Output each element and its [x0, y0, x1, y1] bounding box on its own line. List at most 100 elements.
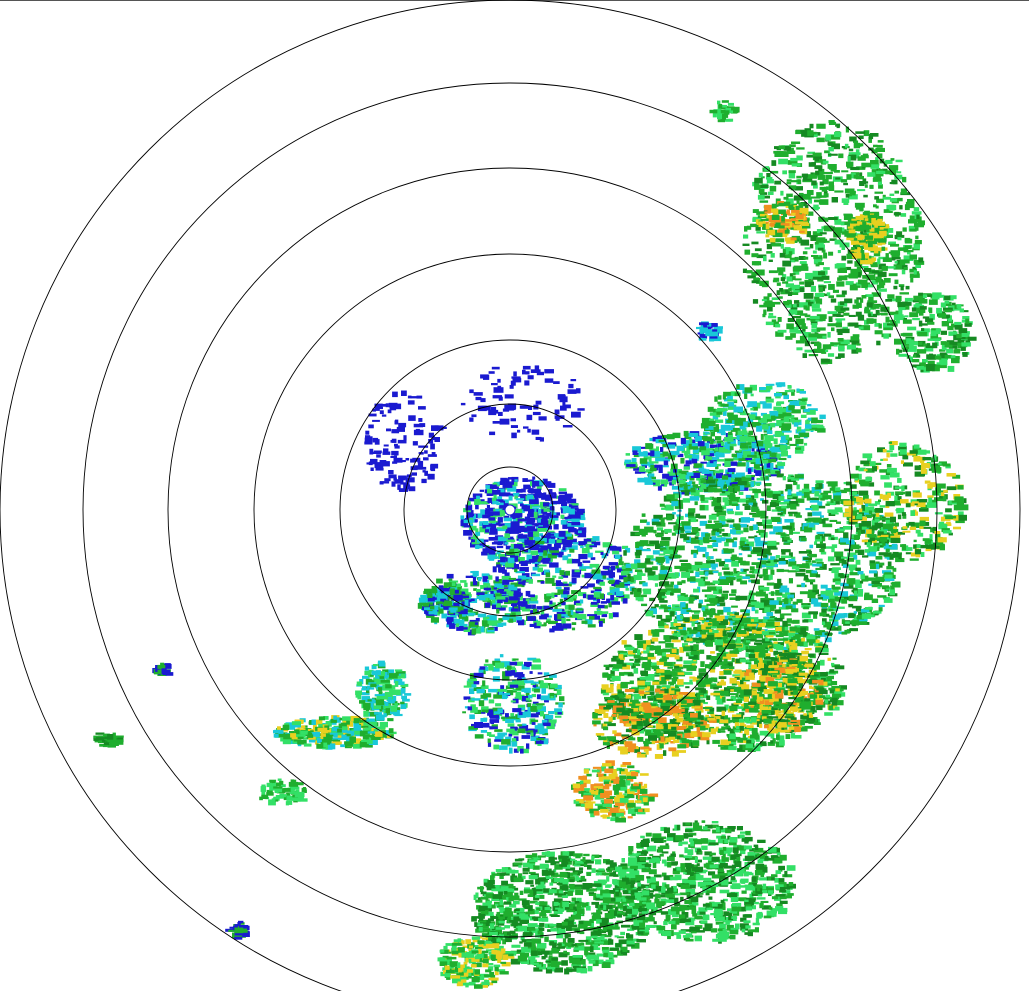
- echo-gate: [791, 649, 798, 653]
- echo-gate: [536, 606, 546, 610]
- echo-gate: [745, 609, 751, 614]
- echo-gate: [564, 604, 569, 610]
- echo-gate: [528, 578, 533, 584]
- echo-gate: [620, 750, 628, 755]
- echo-gate: [606, 816, 610, 819]
- echo-gate: [553, 512, 560, 516]
- echo-gate: [681, 521, 691, 525]
- echo-gate: [519, 527, 527, 532]
- echo-gate: [817, 594, 821, 597]
- echo-gate: [740, 560, 746, 566]
- echo-gate: [633, 467, 644, 471]
- echo-gate: [788, 513, 793, 517]
- echo-gate: [820, 584, 828, 589]
- echo-gate: [832, 690, 843, 696]
- echo-gate: [792, 601, 798, 605]
- echo-gate: [496, 609, 500, 614]
- echo-gate: [569, 538, 577, 544]
- echo-gate: [653, 514, 663, 520]
- echo-gate: [664, 555, 669, 559]
- echo-gate: [581, 620, 588, 624]
- echo-gate: [699, 676, 704, 682]
- echo-gate: [573, 787, 580, 793]
- echo-gate: [760, 446, 766, 450]
- echo-gate: [795, 515, 802, 518]
- echo-gate: [752, 569, 761, 574]
- echo-gate: [786, 637, 791, 640]
- echo-gate: [734, 477, 742, 481]
- echo-gate: [604, 698, 608, 702]
- echo-gate: [745, 458, 756, 463]
- echo-gate: [676, 695, 682, 699]
- echo-gate: [654, 604, 659, 608]
- echo-gate: [674, 665, 680, 669]
- echo-gate: [465, 575, 474, 578]
- echo-gate: [822, 645, 827, 650]
- echo-gate: [761, 653, 771, 658]
- echo-gate: [646, 544, 655, 547]
- echo-gate: [543, 550, 548, 556]
- echo-gate: [718, 516, 726, 521]
- echo-gate: [651, 739, 656, 744]
- echo-gate: [706, 595, 717, 600]
- echo-gate: [886, 566, 894, 570]
- echo-gate: [499, 510, 510, 514]
- echo-gate: [607, 723, 616, 727]
- echo-gate: [682, 498, 691, 503]
- echo-gate: [662, 648, 672, 653]
- echo-gate: [484, 616, 490, 620]
- echo-gate: [878, 604, 885, 607]
- echo-gate: [744, 387, 753, 393]
- echo-gate: [542, 560, 550, 564]
- echo-gate: [750, 481, 754, 487]
- echo-gate: [707, 623, 712, 626]
- echo-gate: [625, 646, 635, 650]
- echo-gate: [787, 570, 798, 573]
- echo-gate: [470, 571, 477, 574]
- echo-gate: [654, 583, 658, 587]
- echo-gate: [820, 497, 825, 501]
- echo-gate: [708, 484, 718, 487]
- echo-gate: [839, 685, 847, 690]
- echo-gate: [525, 590, 531, 597]
- echo-gate: [545, 577, 555, 584]
- echo-gate: [454, 621, 464, 625]
- echo-gate: [548, 620, 558, 625]
- echo-gate: [673, 739, 680, 743]
- echo-gate: [832, 621, 839, 627]
- echo-gate: [769, 697, 779, 703]
- echo-gate: [694, 721, 704, 725]
- echo-gate: [780, 729, 790, 733]
- echo-gate: [668, 681, 672, 685]
- echo-gate: [759, 723, 763, 728]
- echo-gate: [834, 700, 844, 706]
- echo-gate: [652, 566, 658, 571]
- echo-gate: [612, 784, 622, 791]
- echo-gate: [451, 582, 456, 586]
- echo-gate: [560, 520, 567, 525]
- echo-gate: [645, 747, 652, 751]
- echo-gate: [601, 765, 606, 772]
- echo-gate: [770, 591, 775, 596]
- echo-gate: [498, 618, 504, 622]
- echo-gate: [538, 624, 547, 627]
- echo-gate: [803, 691, 809, 695]
- echo-gate: [831, 662, 835, 666]
- echo-gate: [644, 481, 653, 485]
- echo-gate: [718, 572, 722, 576]
- echo-gate: [551, 592, 560, 595]
- echo-gate: [683, 634, 688, 640]
- echo-gate: [864, 592, 870, 596]
- echo-gate: [764, 593, 769, 598]
- echo-gate: [555, 623, 563, 626]
- echo-gate: [635, 552, 641, 559]
- echo-gate: [534, 556, 541, 562]
- echo-gate: [557, 537, 567, 542]
- echo-gate: [695, 692, 704, 696]
- echo-gate: [589, 545, 597, 548]
- echo-gate: [549, 600, 553, 605]
- echo-gate: [719, 520, 726, 525]
- echo-gate: [592, 573, 602, 580]
- echo-gate: [731, 717, 741, 723]
- echo-gate: [774, 622, 780, 626]
